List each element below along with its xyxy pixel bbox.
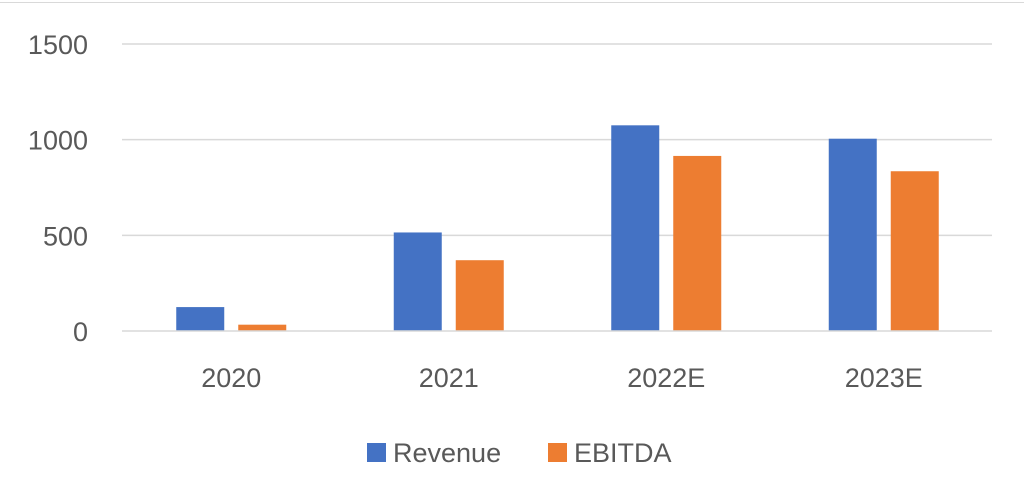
bar-revenue-2023e (828, 138, 877, 331)
x-tick-label: 2021 (419, 363, 479, 393)
x-tick-label: 2020 (201, 363, 261, 393)
bar-revenue-2021 (393, 232, 442, 331)
legend-swatch-revenue (367, 443, 386, 462)
y-tick-label: 1500 (28, 30, 88, 60)
bars (176, 125, 939, 331)
x-tick-label: 2022E (627, 363, 705, 393)
y-tick-label: 0 (73, 317, 88, 347)
top-border (0, 2, 1024, 3)
bar-revenue-2022e (611, 125, 660, 331)
legend-swatch-ebitda (548, 443, 567, 462)
legend: Revenue EBITDA (367, 438, 672, 468)
y-tick-label: 1000 (28, 126, 88, 156)
legend-label-revenue: Revenue (393, 438, 501, 468)
bar-ebitda-2020 (238, 324, 287, 331)
legend-label-ebitda: EBITDA (574, 438, 672, 468)
x-tick-label: 2023E (845, 363, 923, 393)
bar-ebitda-2022e (673, 155, 722, 331)
bar-ebitda-2023e (890, 171, 939, 331)
bar-ebitda-2021 (455, 260, 504, 331)
y-tick-label: 500 (43, 221, 88, 251)
bar-revenue-2020 (176, 307, 225, 331)
y-axis-tick-labels: 0 500 1000 1500 (28, 30, 88, 347)
x-axis-tick-labels: 2020 2021 2022E 2023E (201, 363, 923, 393)
